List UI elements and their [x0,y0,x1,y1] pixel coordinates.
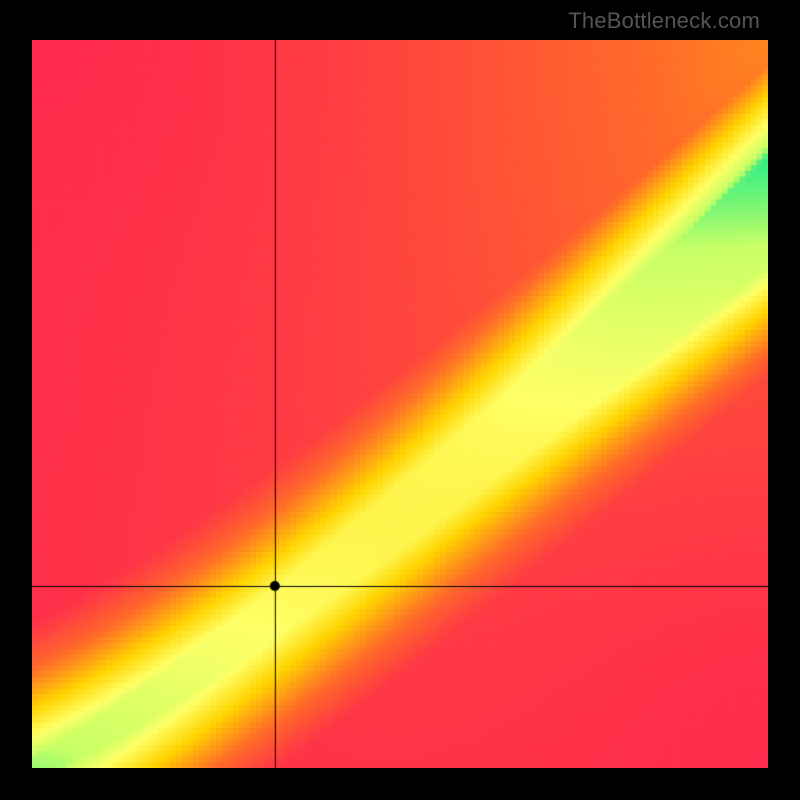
watermark-text: TheBottleneck.com [568,8,760,34]
chart-container: TheBottleneck.com [0,0,800,800]
bottleneck-heatmap [32,40,768,768]
